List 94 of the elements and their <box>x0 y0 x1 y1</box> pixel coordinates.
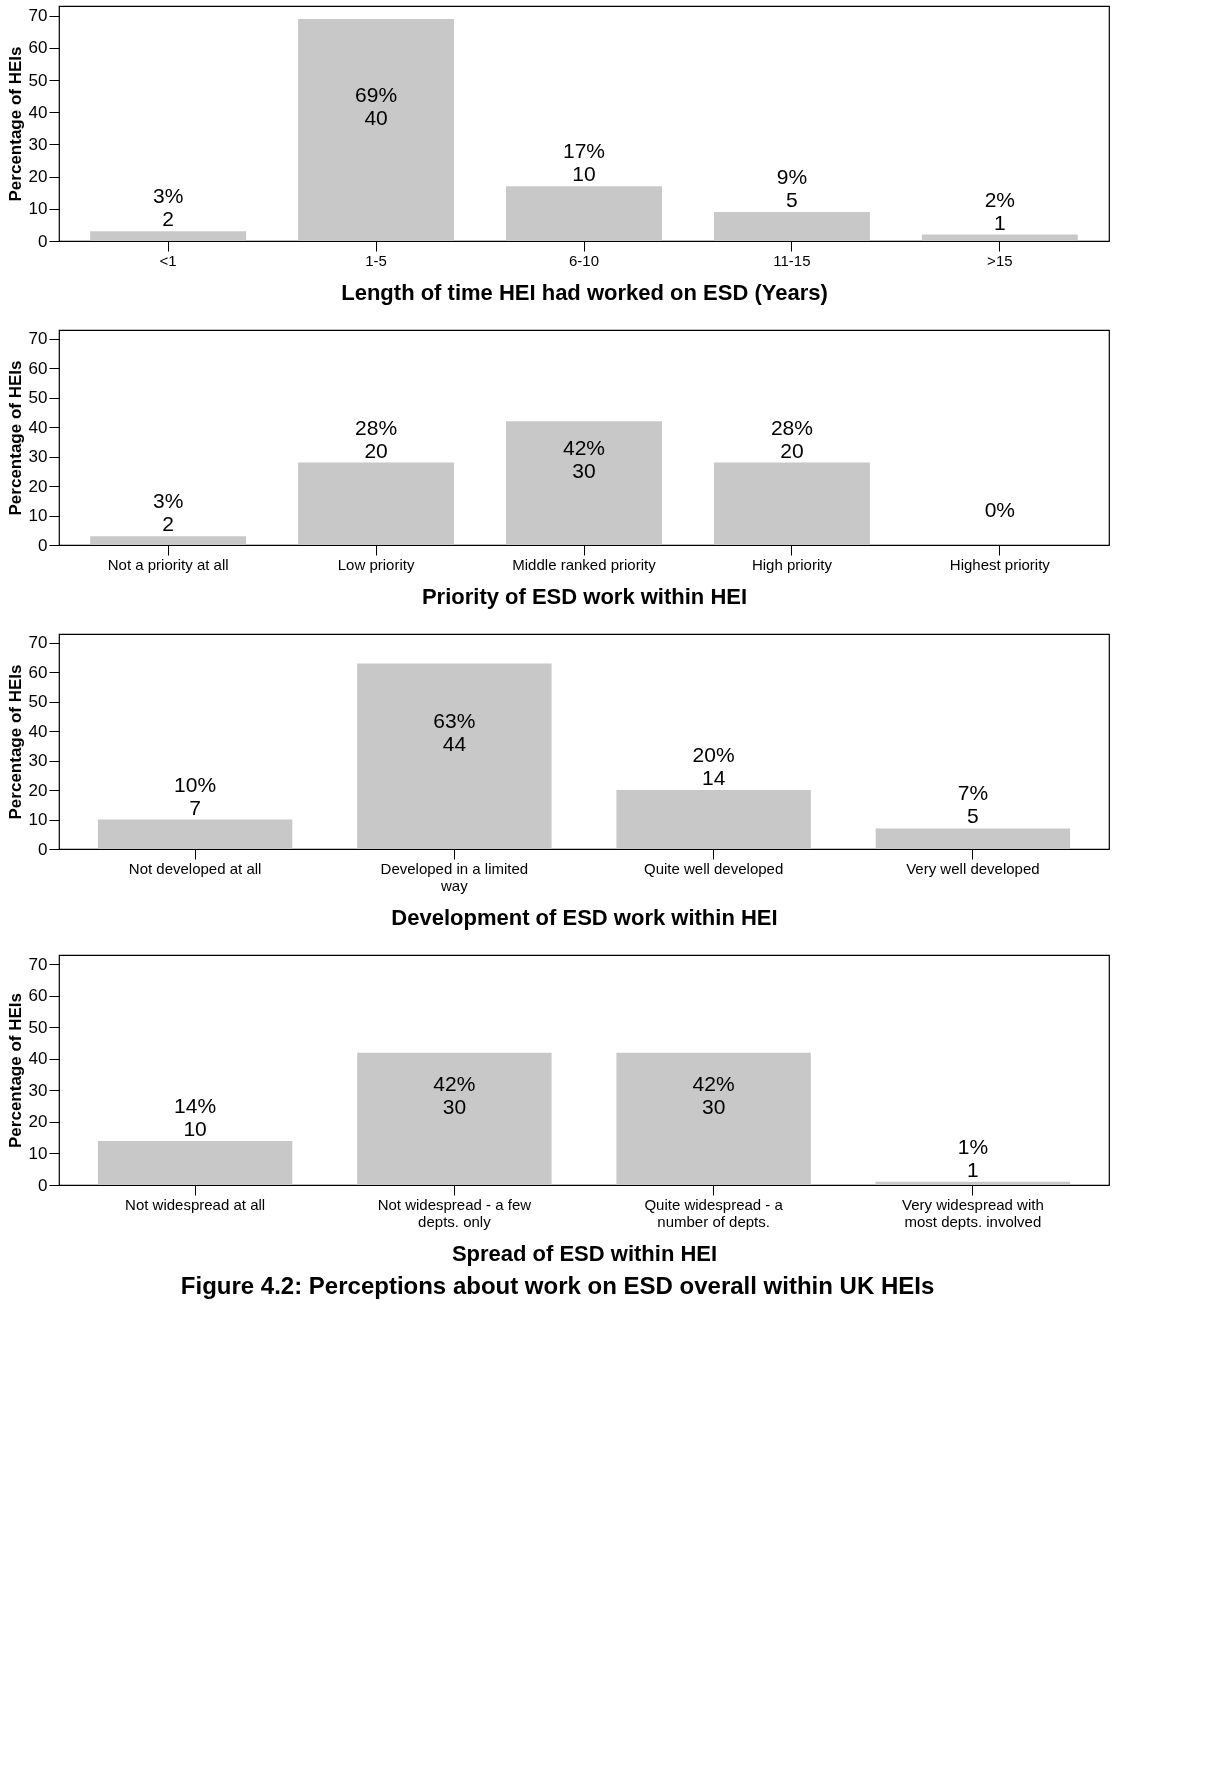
y-tick-label: 60 <box>28 662 48 682</box>
x-tick-label: Low priority <box>337 555 415 573</box>
x-tick-label: Quite well developed <box>644 859 784 877</box>
bar <box>921 234 1078 241</box>
y-axis-title: Percentage of HEIs <box>5 360 25 516</box>
bar <box>713 212 870 241</box>
bar <box>875 1181 1071 1185</box>
y-tick-label: 0 <box>38 231 48 251</box>
x-tick-label: 11-15 <box>773 251 811 269</box>
x-tick-label: Not developed at all <box>128 859 262 877</box>
y-axis-title: Percentage of HEIs <box>5 993 25 1148</box>
y-tick-label: 60 <box>28 358 48 378</box>
x-axis-title: Spread of ESD within HEI <box>451 1240 718 1266</box>
data-label: 28% 20 <box>770 415 813 462</box>
bar <box>875 828 1071 849</box>
bar <box>97 1140 293 1185</box>
data-label: 28% 20 <box>355 415 398 462</box>
x-tick-label: <1 <box>159 251 177 269</box>
data-label: 9% 5 <box>776 165 808 212</box>
x-tick-label: >15 <box>987 251 1013 269</box>
x-tick-label: High priority <box>751 555 833 573</box>
bar <box>506 186 662 241</box>
x-tick-label: Middle ranked priority <box>512 555 657 573</box>
data-label: 7% 5 <box>957 781 989 828</box>
data-label: 0% <box>984 498 1016 521</box>
data-label: 3% 2 <box>152 489 184 536</box>
data-label: 14% 10 <box>174 1093 217 1140</box>
x-tick-label: 1-5 <box>365 251 387 269</box>
x-axis-title: Development of ESD work within HEI <box>391 904 778 930</box>
caption: Figure 4.2: Perceptions about work on ESD overall within UK HEIs <box>180 1271 935 1299</box>
data-label: 2% 1 <box>984 187 1016 234</box>
bar <box>90 536 247 545</box>
y-tick-label: 20 <box>28 1112 48 1132</box>
x-tick-label: Very widespread with most depts. involved <box>902 1195 1044 1230</box>
data-label: 69% 40 <box>355 82 398 129</box>
data-label: 17% 10 <box>562 139 606 186</box>
y-tick-label: 0 <box>38 839 48 859</box>
data-label: 42% 30 <box>692 1071 735 1118</box>
y-tick-label: 30 <box>28 751 48 771</box>
data-label: 42% 30 <box>433 1071 476 1118</box>
y-tick-label: 40 <box>28 721 48 741</box>
data-label: 63% 44 <box>433 709 476 756</box>
bar <box>357 1052 552 1185</box>
x-axis-title: Length of time HEI had worked on ESD (Years) <box>341 279 828 305</box>
x-tick-label: Not a priority at all <box>107 555 229 573</box>
y-tick-label: 60 <box>28 38 48 58</box>
data-label: 42% 30 <box>562 436 606 483</box>
bar <box>298 18 455 241</box>
y-tick-label: 50 <box>28 388 48 408</box>
x-tick-label: Not widespread at all <box>125 1195 266 1213</box>
x-tick-label: 6-10 <box>568 251 600 269</box>
x-axis-title: Priority of ESD work within HEI <box>421 583 748 609</box>
y-axis-title: Percentage of HEIs <box>5 46 25 202</box>
bar <box>616 1052 811 1185</box>
y-tick-label: 50 <box>28 70 48 90</box>
bar <box>97 819 293 849</box>
y-tick-label: 0 <box>38 535 48 555</box>
y-tick-label: 40 <box>28 417 48 437</box>
y-tick-label: 70 <box>28 954 48 974</box>
y-axis-title: Percentage of HEIs <box>5 664 25 820</box>
y-tick-label: 30 <box>28 134 48 154</box>
bar <box>506 421 662 545</box>
y-tick-label: 20 <box>28 167 48 187</box>
y-tick-label: 20 <box>28 780 48 800</box>
y-tick-label: 60 <box>28 986 48 1006</box>
y-tick-label: 10 <box>28 199 48 219</box>
x-tick-label: Highest priority <box>949 555 1051 573</box>
y-tick-label: 10 <box>28 506 48 526</box>
x-tick-label: Not widespread - a few depts. only <box>377 1195 532 1230</box>
data-label: 1% 1 <box>957 1134 989 1181</box>
bar <box>90 231 247 241</box>
y-tick-label: 40 <box>28 1049 48 1069</box>
y-tick-label: 40 <box>28 102 48 122</box>
x-tick-label: Quite widespread - a number of depts. <box>644 1195 784 1230</box>
y-tick-label: 10 <box>28 810 48 830</box>
y-tick-label: 30 <box>28 447 48 467</box>
y-tick-label: 20 <box>28 476 48 496</box>
y-tick-label: 70 <box>28 329 48 349</box>
bar <box>357 663 552 849</box>
x-tick-label: Developed in a limited way <box>380 859 529 894</box>
y-tick-label: 70 <box>28 6 48 26</box>
y-tick-label: 10 <box>28 1143 48 1163</box>
x-tick-label: Very well developed <box>906 859 1040 877</box>
data-label: 3% 2 <box>152 184 184 231</box>
y-tick-label: 50 <box>28 1017 48 1037</box>
bar <box>616 790 811 849</box>
bar <box>713 462 870 545</box>
y-tick-label: 0 <box>38 1175 48 1195</box>
data-label: 20% 14 <box>692 743 735 790</box>
data-label: 10% 7 <box>174 772 217 819</box>
y-tick-label: 30 <box>28 1080 48 1100</box>
y-tick-label: 70 <box>28 633 48 653</box>
y-tick-label: 50 <box>28 692 48 712</box>
bar <box>298 462 455 545</box>
